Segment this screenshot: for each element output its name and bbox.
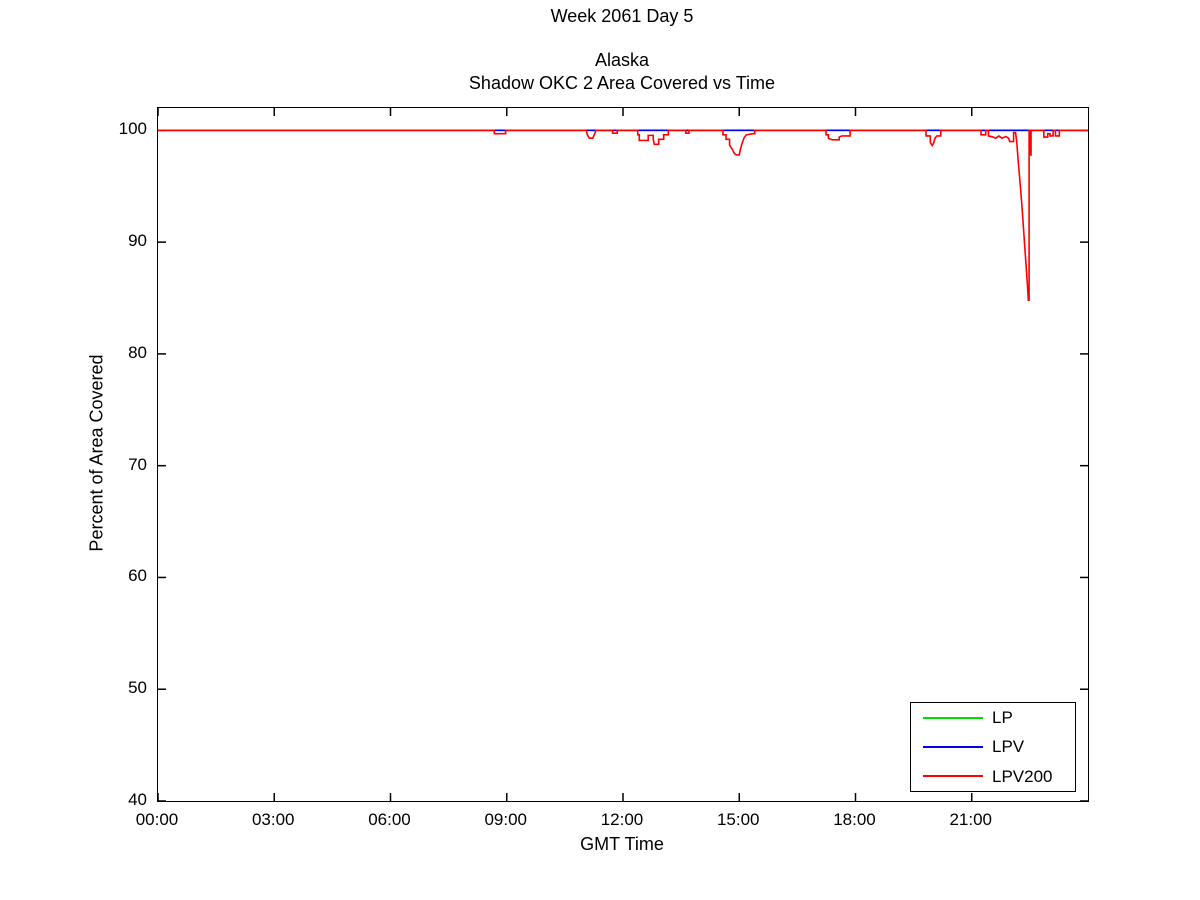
chart-svg	[158, 108, 1088, 801]
y-tick-label: 90	[128, 231, 147, 251]
x-tick-label: 03:00	[251, 810, 295, 829]
axes-title-line-2: Shadow OKC 2 Area Covered vs Time	[468, 73, 776, 93]
y-tick-label: 100	[118, 119, 147, 139]
legend: LP LPV LPV200	[910, 702, 1076, 792]
x-axis-label: GMT Time	[580, 834, 664, 854]
legend-entry-label: LPV	[992, 737, 1025, 757]
legend-entry: LPV200	[911, 762, 1075, 790]
figure-super-title: Week 2061 Day 5	[550, 6, 694, 26]
plot-area	[157, 107, 1089, 802]
x-tick-label: 00:00	[135, 810, 179, 829]
y-tick-label: 70	[128, 454, 147, 474]
y-tick-label: 40	[128, 790, 147, 809]
y-tick-label: 80	[128, 342, 147, 362]
x-tick-label: 21:00	[949, 810, 993, 829]
legend-line-sample	[923, 716, 983, 719]
axes-title-line-1: Alaska	[594, 50, 650, 70]
x-tick-label: 15:00	[716, 810, 760, 829]
y-tick-label: 50	[128, 678, 147, 698]
legend-entry: LP	[911, 704, 1075, 732]
axes-title: Alaska Shadow OKC 2 Area Covered vs Time	[157, 49, 1087, 95]
legend-entry: LPV	[911, 733, 1075, 761]
x-tick-label: 18:00	[833, 810, 876, 829]
x-tick-label: 09:00	[484, 810, 528, 829]
x-tick-label: 06:00	[368, 810, 411, 829]
legend-line-sample	[923, 745, 983, 748]
legend-entry-label: LPV200	[992, 766, 1053, 786]
x-tick-label: 12:00	[600, 810, 644, 829]
legend-entry-label: LP	[992, 708, 1013, 728]
legend-line-sample	[923, 775, 983, 778]
series-line-lpv200	[158, 129, 1088, 302]
y-tick-label: 60	[128, 566, 147, 586]
